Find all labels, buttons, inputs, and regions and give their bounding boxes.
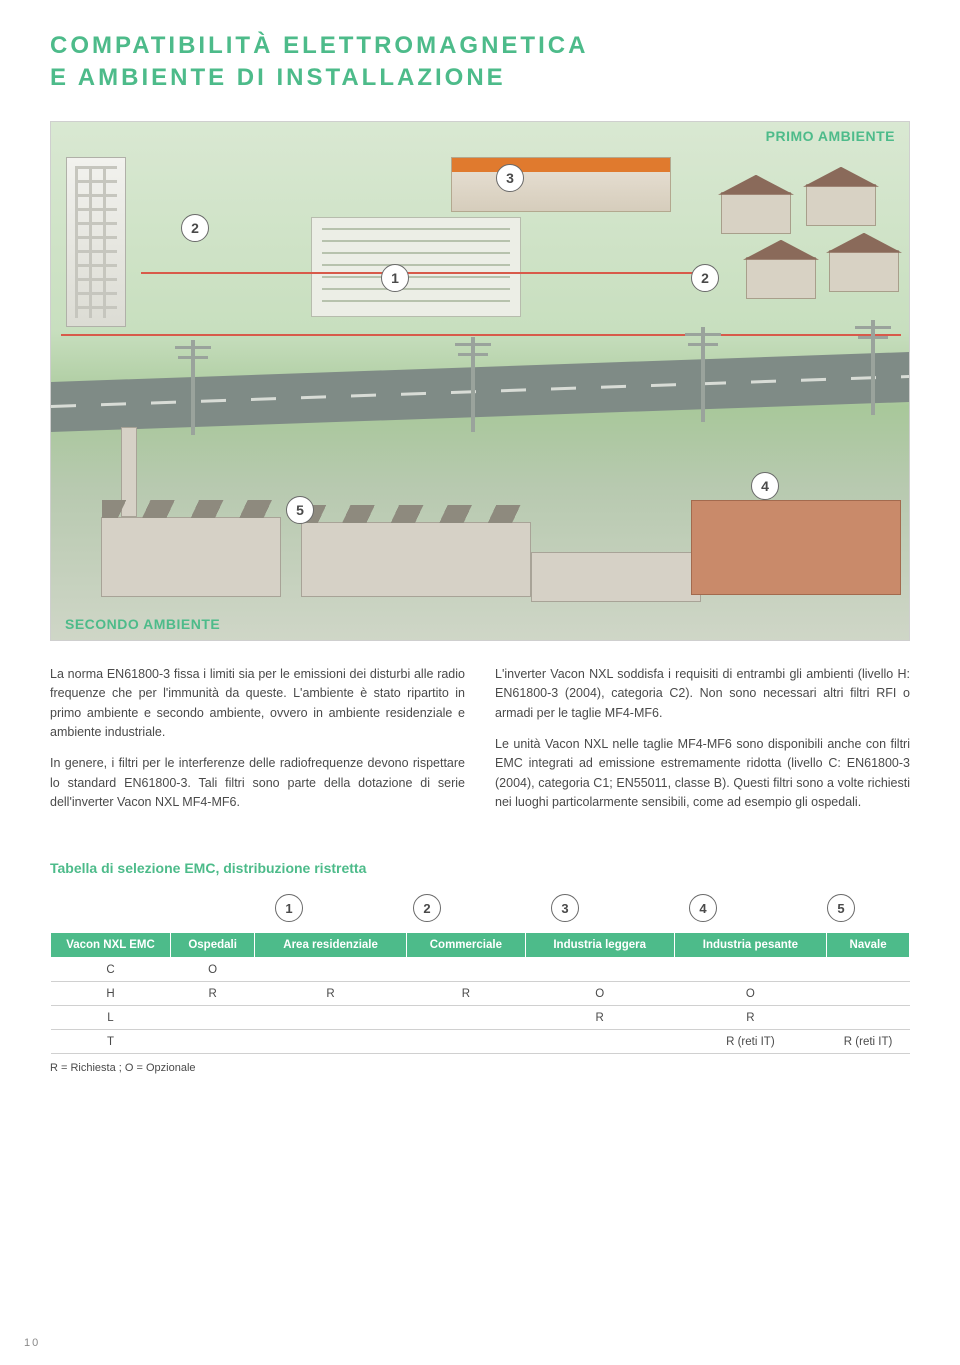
td (827, 1006, 910, 1030)
power-pole (701, 327, 705, 422)
th: Navale (827, 933, 910, 958)
table-number-row: 1 2 3 4 5 (50, 894, 910, 922)
marker-3: 3 (496, 164, 524, 192)
table-title: Tabella di selezione EMC, distribuzione … (50, 860, 910, 876)
house (746, 257, 816, 299)
office-building (311, 217, 521, 317)
table-body: C O H R R R O O L R R T (51, 958, 910, 1054)
td: R (674, 1006, 827, 1030)
marker-2b: 2 (691, 264, 719, 292)
td: O (171, 958, 255, 982)
page-number: 10 (24, 1337, 40, 1349)
td: R (525, 1006, 674, 1030)
td (255, 958, 407, 982)
td: C (51, 958, 171, 982)
secondo-ambiente-label: SECONDO AMBIENTE (65, 616, 220, 632)
col-num-1: 1 (275, 894, 303, 922)
factory-building (531, 552, 701, 602)
house (829, 250, 899, 292)
road (51, 352, 909, 432)
table-row: H R R R O O (51, 982, 910, 1006)
column-right: L'inverter Vacon NXL soddisfa i requisit… (495, 665, 910, 825)
marker-4: 4 (751, 472, 779, 500)
table-legend: R = Richiesta ; O = Opzionale (50, 1062, 910, 1074)
td: H (51, 982, 171, 1006)
td: O (674, 982, 827, 1006)
power-pole (471, 337, 475, 432)
td (525, 958, 674, 982)
distribution-line (61, 334, 901, 336)
td (171, 1006, 255, 1030)
para: In genere, i filtri per le interferenze … (50, 754, 465, 812)
td (674, 958, 827, 982)
emc-table: Vacon NXL EMC Ospedali Area residenziale… (50, 932, 910, 1054)
warehouse-building (691, 500, 901, 595)
factory-building (101, 517, 281, 597)
para: Le unità Vacon NXL nelle taglie MF4-MF6 … (495, 735, 910, 813)
title-line-2: E AMBIENTE DI INSTALLAZIONE (50, 64, 506, 91)
house (721, 192, 791, 234)
td: O (525, 982, 674, 1006)
factory-building (301, 522, 531, 597)
col-num-5: 5 (827, 894, 855, 922)
td: L (51, 1006, 171, 1030)
th: Ospedali (171, 933, 255, 958)
power-pole (191, 340, 195, 435)
td (406, 1006, 525, 1030)
para: La norma EN61800-3 fissa i limiti sia pe… (50, 665, 465, 743)
td (171, 1030, 255, 1054)
table-row: L R R (51, 1006, 910, 1030)
table-header-row: Vacon NXL EMC Ospedali Area residenziale… (51, 933, 910, 958)
body-text-columns: La norma EN61800-3 fissa i limiti sia pe… (50, 665, 910, 825)
marker-5: 5 (286, 496, 314, 524)
td: T (51, 1030, 171, 1054)
commercial-building (451, 157, 671, 212)
column-left: La norma EN61800-3 fissa i limiti sia pe… (50, 665, 465, 825)
page-title: COMPATIBILITÀ ELETTROMAGNETICA E AMBIENT… (50, 30, 910, 95)
td: R (reti IT) (674, 1030, 827, 1054)
td (406, 958, 525, 982)
house (806, 184, 876, 226)
td (255, 1006, 407, 1030)
th: Industria pesante (674, 933, 827, 958)
td (827, 958, 910, 982)
apartment-tower (66, 157, 126, 327)
th: Area residenziale (255, 933, 407, 958)
marker-1: 1 (381, 264, 409, 292)
table-row: T R (reti IT) R (reti IT) (51, 1030, 910, 1054)
para: L'inverter Vacon NXL soddisfa i requisit… (495, 665, 910, 723)
power-pole (871, 320, 875, 415)
td (255, 1030, 407, 1054)
th: Industria leggera (525, 933, 674, 958)
th: Vacon NXL EMC (51, 933, 171, 958)
table-row: C O (51, 958, 910, 982)
primo-ambiente-label: PRIMO AMBIENTE (766, 128, 895, 144)
td (827, 982, 910, 1006)
td: R (406, 982, 525, 1006)
th: Commerciale (406, 933, 525, 958)
td: R (171, 982, 255, 1006)
col-num-3: 3 (551, 894, 579, 922)
col-num-2: 2 (413, 894, 441, 922)
td: R (reti IT) (827, 1030, 910, 1054)
td (406, 1030, 525, 1054)
environment-illustration: PRIMO AMBIENTE SECONDO AMBIENTE 3 2 1 2 … (50, 121, 910, 641)
title-line-1: COMPATIBILITÀ ELETTROMAGNETICA (50, 32, 588, 59)
td: R (255, 982, 407, 1006)
col-num-4: 4 (689, 894, 717, 922)
distribution-line (141, 272, 701, 274)
td (525, 1030, 674, 1054)
marker-2a: 2 (181, 214, 209, 242)
